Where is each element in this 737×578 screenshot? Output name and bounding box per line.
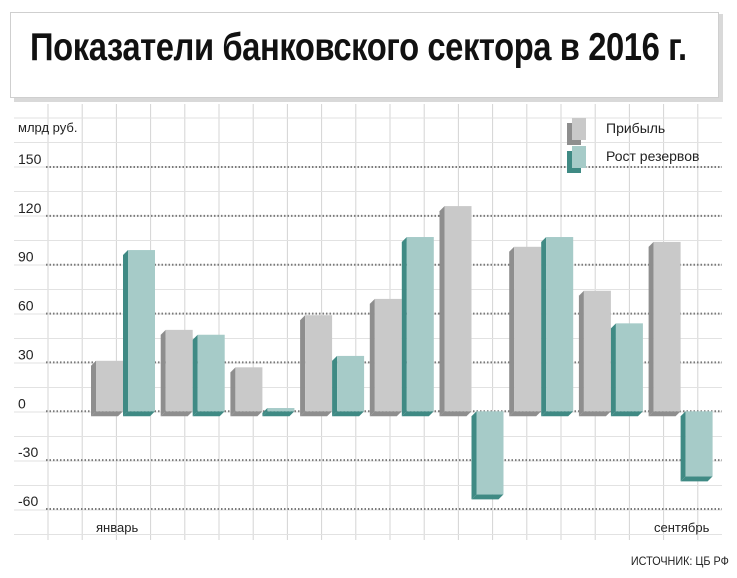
bar-profit — [374, 298, 402, 412]
y-tick-label: 150 — [18, 151, 42, 167]
bar-side-reserves — [541, 237, 547, 417]
bar-profit — [165, 329, 193, 412]
bar-profit — [653, 241, 681, 412]
bar-base-reserves — [471, 494, 504, 500]
bar-base-reserves — [610, 411, 643, 417]
legend-label-profit: Прибыль — [606, 120, 666, 136]
title-box-shadow — [717, 14, 723, 100]
bar-side-reserves — [192, 334, 198, 417]
legend-label-reserves: Рост резервов — [606, 148, 700, 164]
bar-side-profit — [578, 290, 584, 417]
x-label-start: январь — [96, 520, 139, 535]
bar-side-reserves — [332, 355, 338, 417]
bar-reserves — [197, 334, 225, 412]
bar-side-profit — [230, 367, 236, 417]
y-tick-label: 120 — [18, 200, 42, 216]
y-axis-unit: млрд руб. — [18, 120, 78, 135]
bar-base-reserves — [332, 411, 365, 417]
y-tick-label: -30 — [18, 444, 38, 460]
bar-reserves — [546, 237, 574, 412]
bar-profit — [235, 367, 263, 412]
bar-side-profit — [91, 360, 96, 417]
bar-profit — [96, 360, 123, 412]
legend-swatch-reserves — [572, 146, 586, 168]
bar-base-reserves — [262, 411, 295, 417]
legend-swatch-profit — [572, 118, 586, 140]
bar-base-profit — [300, 411, 333, 417]
bar-profit — [514, 246, 542, 412]
x-label-end: сентябрь — [654, 520, 710, 535]
bar-side-profit — [509, 246, 515, 417]
y-tick-label: 30 — [18, 346, 34, 362]
bar-base-profit — [648, 411, 681, 417]
bar-base-profit — [578, 411, 611, 417]
chart-title: Показатели банковского сектора в 2016 г. — [30, 26, 687, 69]
bar-profit — [444, 206, 472, 412]
bar-base-profit — [160, 411, 193, 417]
bar-base-profit — [439, 411, 472, 417]
bar-side-profit — [369, 298, 375, 417]
bar-side-profit — [648, 241, 654, 417]
source-note: ИСТОЧНИК: ЦБ РФ — [631, 554, 729, 568]
bar-reserves — [615, 323, 643, 412]
bar-side-profit — [439, 206, 445, 417]
bar-side-reserves — [123, 250, 128, 417]
y-tick-label: 60 — [18, 298, 34, 314]
bar-base-profit — [509, 411, 542, 417]
bar-side-reserves — [471, 411, 477, 500]
bar-side-reserves — [401, 237, 407, 417]
bar-base-profit — [369, 411, 402, 417]
bar-reserves — [128, 250, 155, 412]
bar-reserves — [406, 237, 434, 412]
bar-base-profit — [230, 411, 263, 417]
bar-side-reserves — [610, 323, 616, 417]
title-box-shadow-bottom — [14, 96, 723, 102]
bar-base-reserves — [541, 411, 574, 417]
bar-base-reserves — [192, 411, 225, 417]
y-tick-label: 0 — [18, 395, 26, 411]
bar-reserves — [337, 355, 365, 412]
bar-side-profit — [160, 329, 166, 417]
bar-reserves — [476, 411, 504, 495]
title-box — [10, 12, 719, 98]
bar-reserves — [267, 408, 295, 412]
bar-profit — [583, 290, 611, 412]
y-tick-label: 90 — [18, 249, 34, 265]
bar-side-profit — [300, 315, 306, 417]
bar-base-reserves — [401, 411, 434, 417]
bar-side-reserves — [262, 408, 268, 417]
y-tick-label: -60 — [18, 493, 38, 509]
bar-profit — [305, 315, 333, 412]
bar-base-reserves — [680, 476, 713, 482]
bar-base-reserves — [123, 411, 155, 417]
bar-base-profit — [91, 411, 123, 417]
bar-side-reserves — [680, 411, 686, 482]
bar-reserves — [685, 411, 713, 477]
